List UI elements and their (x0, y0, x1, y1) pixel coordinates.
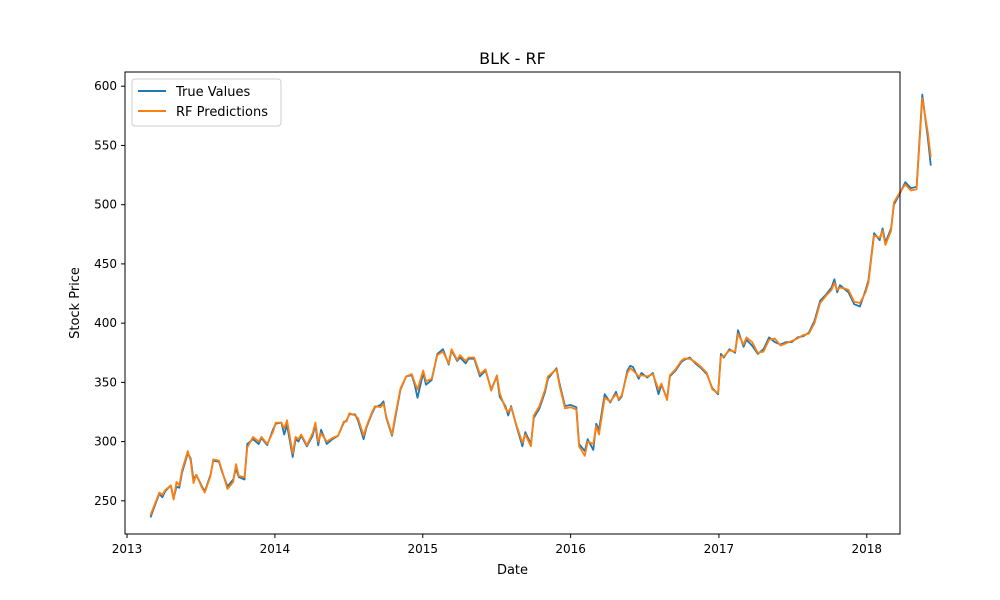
series-line-rf-predictions (149, 97, 932, 516)
legend-box (131, 78, 282, 127)
x-tick-label: 2017 (704, 542, 735, 556)
legend: True Values RF Predictions (131, 78, 282, 127)
plot-frame (124, 71, 901, 535)
x-axis: 2013 2014 2015 2016 2017 2018 (112, 534, 882, 556)
legend-label-true-values: True Values (175, 85, 250, 100)
y-tick-label: 450 (94, 257, 117, 271)
plot-area (149, 93, 932, 518)
x-tick-label: 2014 (260, 542, 291, 556)
series-line-true-values (149, 93, 932, 518)
y-tick-label: 350 (94, 375, 117, 389)
x-axis-label: Date (497, 563, 528, 578)
y-tick-label: 300 (94, 435, 117, 449)
x-tick-label: 2016 (555, 542, 586, 556)
y-tick-label: 600 (94, 79, 117, 93)
y-axis: 250 300 350 400 450 500 550 600 (94, 79, 125, 508)
legend-label-rf-predictions: RF Predictions (176, 105, 268, 120)
y-axis-label: Stock Price (68, 267, 83, 339)
y-tick-label: 400 (94, 316, 117, 330)
x-tick-label: 2015 (407, 542, 438, 556)
x-tick-label: 2013 (112, 542, 143, 556)
chart-title: BLK - RF (479, 49, 546, 68)
x-tick-label: 2018 (852, 542, 883, 556)
y-tick-label: 550 (94, 138, 117, 152)
y-tick-label: 500 (94, 198, 117, 212)
y-tick-label: 250 (94, 494, 117, 508)
